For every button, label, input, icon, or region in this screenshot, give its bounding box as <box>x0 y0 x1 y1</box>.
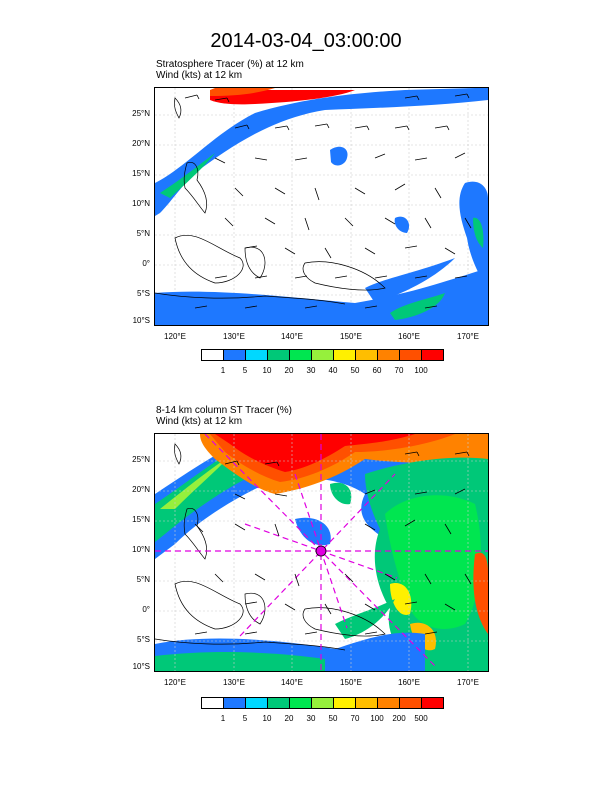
panel2-lon-tick: 120°E <box>164 678 186 687</box>
panel2-colorbar <box>201 697 444 709</box>
panel1-label-line2: Wind (kts) at 12 km <box>156 70 243 81</box>
panel1-colorbar-label: 40 <box>328 366 338 375</box>
panel1-lon-tick: 150°E <box>340 332 362 341</box>
panel2-lat-tick: 0° <box>142 605 150 614</box>
panel2-wind-barbs <box>194 451 472 635</box>
panel2-lon-tick: 140°E <box>281 678 303 687</box>
panel1-label-line1: Stratosphere Tracer (%) at 12 km <box>156 59 304 70</box>
colorbar-swatch <box>289 349 312 361</box>
panel2-tracer-field <box>155 434 488 671</box>
colorbar-swatch <box>201 697 224 709</box>
colorbar-swatch <box>355 697 378 709</box>
colorbar-swatch <box>399 349 422 361</box>
panel2-label-line2: Wind (kts) at 12 km <box>156 416 243 427</box>
panel2-lon-tick: 160°E <box>398 678 420 687</box>
panel1-lon-tick: 170°E <box>457 332 479 341</box>
panel1-lat-tick: 10°S <box>132 316 150 325</box>
panel2-colorbar-label: 100 <box>370 714 384 723</box>
colorbar-swatch <box>355 349 378 361</box>
panel2-gridlines <box>155 434 488 671</box>
panel2-colorbar-label: 200 <box>392 714 406 723</box>
colorbar-swatch <box>223 697 246 709</box>
panel2-colorbar-label: 500 <box>414 714 428 723</box>
panel1-colorbar-label: 10 <box>262 366 272 375</box>
panel2-label-line1: 8-14 km column ST Tracer (%) <box>156 405 292 416</box>
colorbar-swatch <box>311 349 334 361</box>
panel2-lat-tick: 5°S <box>137 635 150 644</box>
colorbar-swatch <box>377 349 400 361</box>
panel1-lon-tick: 140°E <box>281 332 303 341</box>
colorbar-swatch <box>245 697 268 709</box>
panel2-colorbar-label: 70 <box>350 714 360 723</box>
panel1-colorbar-label: 50 <box>350 366 360 375</box>
panel2-lat-tick: 20°N <box>132 485 150 494</box>
colorbar-swatch <box>333 349 356 361</box>
colorbar-swatch <box>245 349 268 361</box>
main-title: 2014-03-04_03:00:00 <box>210 30 402 52</box>
colorbar-swatch <box>377 697 400 709</box>
panel1-colorbar-label: 30 <box>306 366 316 375</box>
panel2-lat-tick: 15°N <box>132 515 150 524</box>
panel1-lat-tick: 5°S <box>137 289 150 298</box>
panel1-lon-tick: 160°E <box>398 332 420 341</box>
panel2-lat-tick: 5°N <box>136 575 150 584</box>
panel1-lon-tick: 130°E <box>223 332 245 341</box>
panel2-lat-tick: 10°N <box>132 545 150 554</box>
panel2-lat-tick: 10°S <box>132 662 150 671</box>
panel1-colorbar-label: 60 <box>372 366 382 375</box>
panel2-lon-tick: 170°E <box>457 678 479 687</box>
colorbar-swatch <box>399 697 422 709</box>
panel2-colorbar-label: 20 <box>284 714 294 723</box>
panel1-coastlines <box>155 97 386 305</box>
panel2-lon-tick: 150°E <box>340 678 362 687</box>
panel2-colorbar-label: 10 <box>262 714 272 723</box>
panel1-lat-tick: 5°N <box>136 229 150 238</box>
colorbar-swatch <box>267 697 290 709</box>
panel1-lat-tick: 0° <box>142 259 150 268</box>
panel1-colorbar-label: 1 <box>220 366 226 375</box>
panel2-lat-tick: 25°N <box>132 455 150 464</box>
colorbar-swatch <box>289 697 312 709</box>
colorbar-swatch <box>267 349 290 361</box>
panel1-colorbar-label: 5 <box>242 366 248 375</box>
panel1-tracer-field <box>155 88 488 325</box>
panel2-colorbar-label: 5 <box>242 714 248 723</box>
panel1-colorbar-label: 20 <box>284 366 294 375</box>
panel1-lon-tick: 120°E <box>164 332 186 341</box>
panel1-map <box>154 87 489 326</box>
panel1-lat-tick: 15°N <box>132 169 150 178</box>
panel2-colorbar-label: 30 <box>306 714 316 723</box>
panel2-colorbar-labels: 1 5 10 20 30 50 70 100 200 500 <box>201 714 441 726</box>
colorbar-swatch <box>223 349 246 361</box>
panel1-colorbar-label: 100 <box>414 366 428 375</box>
colorbar-swatch <box>421 697 444 709</box>
panel1-colorbar-labels: 1 5 10 20 30 40 50 60 70 100 <box>201 366 441 378</box>
colorbar-swatch <box>333 697 356 709</box>
panel2-map <box>154 433 489 672</box>
colorbar-swatch <box>201 349 224 361</box>
panel1-colorbar <box>201 349 444 361</box>
panel1-lat-tick: 25°N <box>132 109 150 118</box>
panel1-wind-barbs <box>184 93 472 309</box>
panel2-colorbar-label: 50 <box>328 714 338 723</box>
colorbar-swatch <box>421 349 444 361</box>
panel1-colorbar-label: 70 <box>394 366 404 375</box>
panel1-lat-tick: 20°N <box>132 139 150 148</box>
colorbar-swatch <box>311 697 334 709</box>
panel2-lon-tick: 130°E <box>223 678 245 687</box>
panel1-lat-tick: 10°N <box>132 199 150 208</box>
panel2-colorbar-label: 1 <box>220 714 226 723</box>
panel2-center-marker <box>315 545 327 557</box>
